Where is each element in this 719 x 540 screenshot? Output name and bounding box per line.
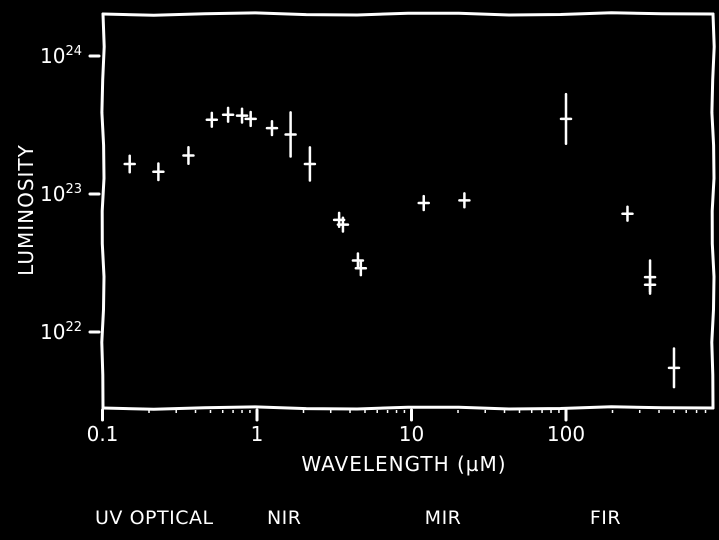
data-point [336, 216, 350, 233]
frame-right [710, 12, 716, 410]
x-tick-label: 10 [399, 422, 424, 446]
data-points [123, 92, 681, 389]
y-tick-label: 1023 [40, 182, 82, 206]
band-label: MIR [425, 507, 462, 529]
data-point [235, 107, 249, 124]
data-point [244, 110, 257, 128]
y-tick-label: 1022 [40, 320, 82, 344]
data-point [354, 260, 368, 277]
y-tick-label: 1024 [40, 44, 82, 68]
frame-bottom [101, 405, 715, 411]
x-tick-label: 0.1 [87, 422, 119, 446]
data-point [643, 276, 657, 293]
data-point [458, 192, 471, 209]
data-point [123, 154, 136, 174]
band-label: UV [95, 507, 123, 529]
data-point [621, 205, 634, 222]
x-axis: 0.1 1 10 100 [87, 408, 707, 446]
wavelength-bands: UV OPTICAL NIR MIR FIR [95, 507, 621, 529]
band-label: FIR [590, 507, 621, 529]
data-point [559, 92, 573, 146]
data-point [221, 106, 235, 123]
data-point [265, 120, 279, 137]
data-point [152, 162, 165, 182]
band-label: NIR [267, 507, 302, 529]
band-label: OPTICAL [130, 507, 214, 529]
data-point [667, 347, 681, 389]
x-tick-label: 100 [547, 422, 585, 446]
x-axis-title: WAVELENGTH (µM) [301, 452, 506, 476]
data-point [303, 146, 317, 182]
plot-frame [100, 11, 716, 411]
y-axis: 1024 1023 1022 [40, 44, 101, 344]
frame-left [100, 12, 106, 410]
data-point [284, 111, 297, 158]
data-point [205, 111, 219, 128]
data-point [417, 194, 430, 212]
y-axis-title: LUMINOSITY [14, 144, 38, 276]
x-tick-label: 1 [251, 422, 264, 446]
frame-top [101, 11, 715, 17]
data-point [182, 146, 195, 166]
